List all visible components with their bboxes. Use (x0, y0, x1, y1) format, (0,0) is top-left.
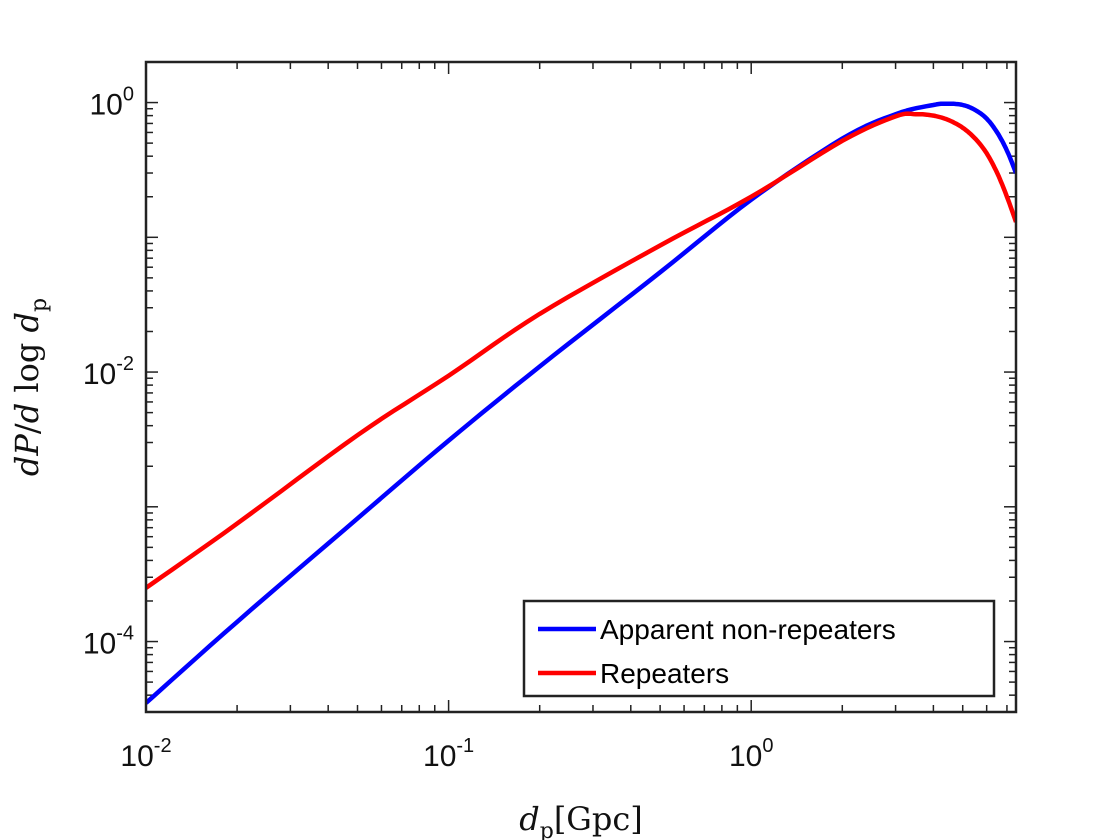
legend-label: Apparent non-repeaters (600, 614, 896, 645)
legend-label: Repeaters (600, 658, 729, 689)
x-tick-label: 100 (729, 735, 774, 773)
x-tick-label: 10-1 (423, 735, 474, 773)
legend-box (522, 599, 996, 698)
y-tick-label: 10-2 (83, 353, 134, 391)
x-axis-label: dp[Gpc] (519, 800, 643, 840)
tick-labels: 10-2 10-1 100 10-4 10-2 100 (83, 84, 774, 773)
series-line-repeaters (146, 111, 1016, 590)
x-tick-label: 10-2 (120, 735, 171, 773)
y-axis-label: dP/d log dp (8, 298, 52, 476)
series-layer (146, 101, 1016, 705)
legend[interactable]: Apparent non-repeaters Repeaters (522, 599, 996, 698)
axes-box (144, 60, 1018, 714)
y-tick-label: 100 (90, 84, 135, 122)
y-tick-label: 10-4 (83, 623, 134, 661)
